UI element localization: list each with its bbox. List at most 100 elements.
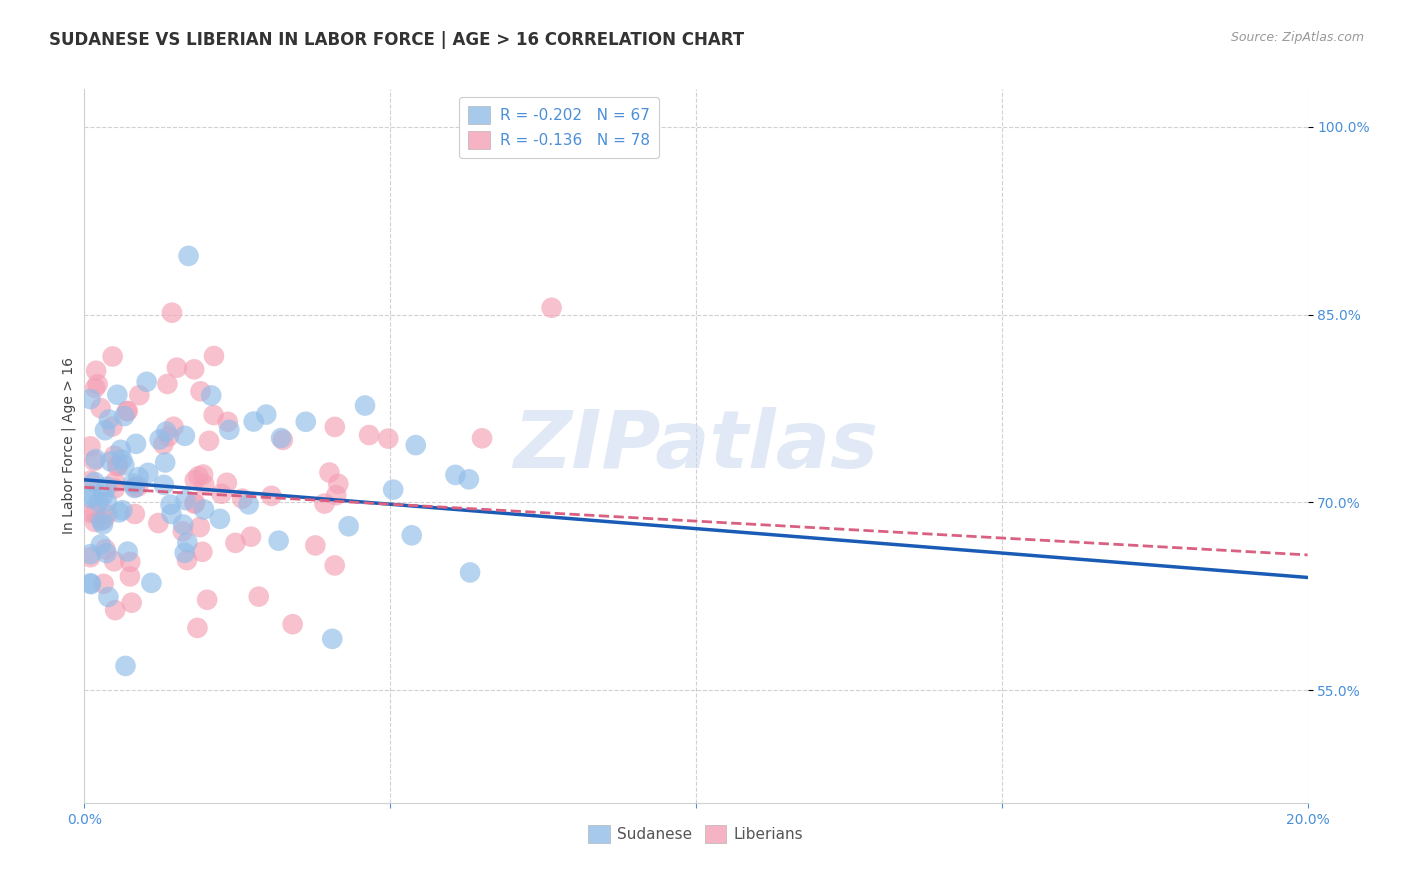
Point: [94, 423, 117, 437]
Point: [86, 377, 108, 392]
Point: [117, 544, 139, 558]
Point: [101, 350, 124, 364]
Point: [124, 480, 146, 494]
Point: [103, 449, 125, 463]
Point: [240, 530, 263, 544]
Text: SUDANESE VS LIBERIAN IN LABOR FORCE | AGE > 16 CORRELATION CHART: SUDANESE VS LIBERIAN IN LABOR FORCE | AG…: [49, 31, 744, 49]
Point: [281, 617, 304, 632]
Point: [104, 482, 127, 496]
Point: [242, 415, 264, 429]
Point: [84, 381, 107, 395]
Point: [187, 469, 209, 483]
Point: [153, 455, 176, 469]
Point: [80, 577, 103, 591]
Point: [157, 429, 180, 443]
Point: [354, 399, 377, 413]
Point: [124, 507, 146, 521]
Point: [96, 494, 118, 508]
Point: [172, 524, 194, 539]
Point: [80, 488, 103, 502]
Point: [172, 517, 194, 532]
Point: [128, 388, 150, 402]
Point: [91, 517, 114, 532]
Point: [357, 428, 380, 442]
Point: [149, 433, 172, 447]
Point: [97, 590, 120, 604]
Point: [224, 536, 246, 550]
Point: [208, 512, 231, 526]
Point: [111, 503, 134, 517]
Point: [304, 538, 326, 552]
Point: [105, 459, 128, 474]
Point: [382, 483, 405, 497]
Point: [190, 384, 212, 399]
Point: [97, 412, 120, 426]
Point: [79, 474, 101, 488]
Point: [96, 508, 118, 522]
Point: [159, 498, 181, 512]
Point: [83, 475, 105, 489]
Y-axis label: In Labor Force | Age > 16: In Labor Force | Age > 16: [62, 358, 76, 534]
Point: [218, 423, 240, 437]
Point: [141, 575, 163, 590]
Text: Source: ZipAtlas.com: Source: ZipAtlas.com: [1230, 31, 1364, 45]
Point: [105, 388, 128, 402]
Point: [183, 362, 205, 376]
Point: [104, 603, 127, 617]
Point: [458, 566, 481, 580]
Point: [173, 429, 195, 443]
Point: [79, 550, 101, 565]
Point: [173, 546, 195, 560]
Point: [254, 408, 277, 422]
Point: [457, 472, 479, 486]
Point: [401, 528, 423, 542]
Point: [215, 475, 238, 490]
Point: [152, 437, 174, 451]
Point: [191, 467, 214, 482]
Point: [188, 520, 211, 534]
Point: [115, 404, 138, 418]
Point: [135, 375, 157, 389]
Point: [93, 512, 115, 526]
Point: [202, 408, 225, 422]
Point: [128, 470, 150, 484]
Point: [127, 479, 149, 493]
Point: [84, 364, 107, 378]
Point: [193, 477, 215, 491]
Point: [211, 487, 233, 501]
Point: [238, 497, 260, 511]
Point: [260, 489, 283, 503]
Point: [110, 442, 132, 457]
Point: [108, 505, 131, 519]
Point: [217, 415, 239, 429]
Point: [122, 476, 145, 491]
Point: [156, 376, 179, 391]
Point: [325, 488, 347, 502]
Point: [200, 388, 222, 402]
Point: [183, 497, 205, 511]
Point: [176, 553, 198, 567]
Point: [166, 360, 188, 375]
Point: [294, 415, 316, 429]
Point: [114, 659, 136, 673]
Point: [83, 515, 105, 529]
Point: [323, 420, 346, 434]
Point: [118, 569, 141, 583]
Point: [160, 306, 183, 320]
Point: [93, 577, 115, 591]
Point: [153, 478, 176, 492]
Point: [112, 409, 135, 423]
Point: [267, 533, 290, 548]
Point: [195, 592, 218, 607]
Point: [79, 506, 101, 520]
Point: [193, 502, 215, 516]
Point: [79, 547, 101, 561]
Point: [100, 454, 122, 468]
Point: [148, 516, 170, 530]
Point: [321, 632, 343, 646]
Point: [96, 546, 118, 560]
Point: [202, 349, 225, 363]
Point: [160, 507, 183, 521]
Point: [191, 545, 214, 559]
Point: [112, 458, 135, 473]
